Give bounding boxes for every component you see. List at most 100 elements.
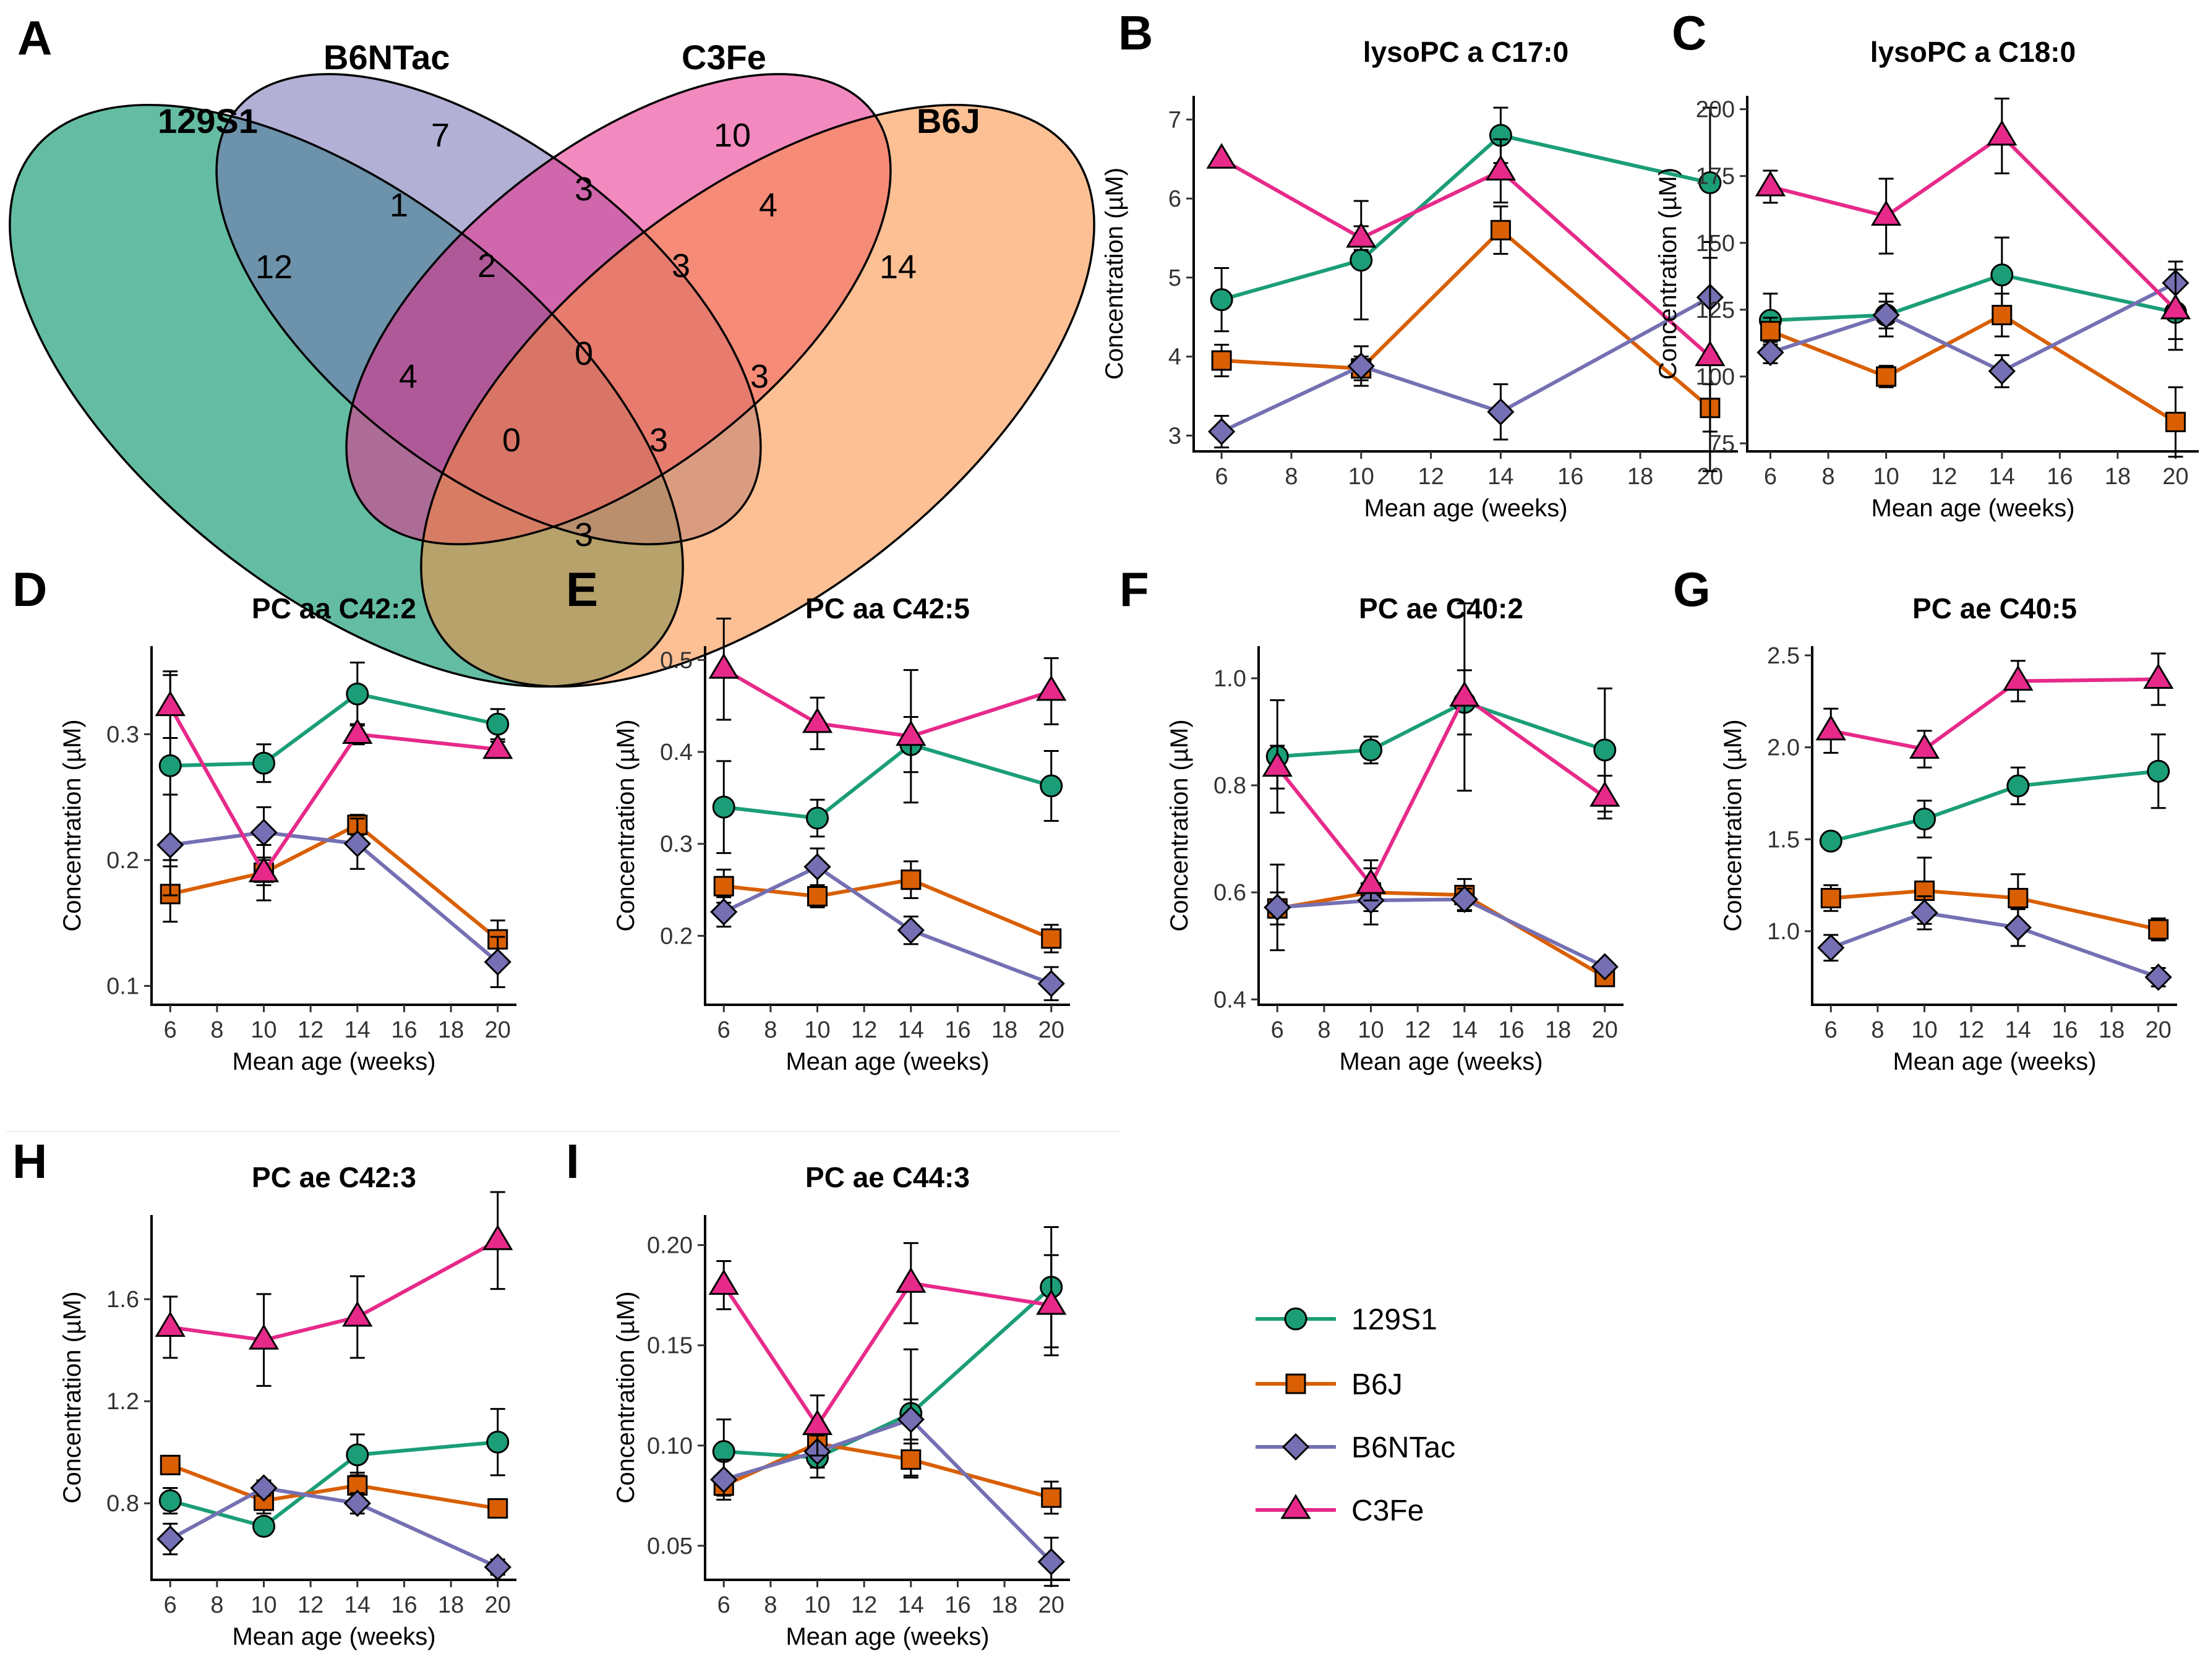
data-point-f-129s1-1 — [1359, 738, 1383, 762]
x-tick-label-e-18: 18 — [991, 1017, 1017, 1043]
series-line-g-129s1 — [1830, 769, 2159, 843]
venn-outlines — [9, 73, 1095, 688]
panel-letter-a: A — [17, 11, 52, 65]
series-i-b6j — [713, 1430, 1062, 1515]
data-point-c-c3fe-1 — [1870, 200, 1902, 226]
data-point-h-129s1-3 — [486, 1430, 510, 1454]
y-tick-label-i-3: 0.20 — [647, 1233, 693, 1259]
venn-diagram: A 129S1 B6NTac C3Fe B6J 12 7 10 14 1 3 4… — [9, 11, 1095, 688]
venn-count-b6ntac-c3fe: 3 — [575, 171, 593, 208]
data-point-b-b6ntac-0 — [1208, 417, 1236, 446]
x-tick-label-f-8: 8 — [1317, 1017, 1330, 1043]
x-tick-label-b-10: 10 — [1348, 464, 1374, 490]
data-point-h-b6j-3 — [487, 1498, 508, 1519]
venn-set-b6j-outline — [420, 104, 1095, 688]
series-h-b6j — [160, 1454, 508, 1519]
series-d-b6j — [160, 814, 508, 960]
series-h-b6ntac — [156, 1474, 511, 1581]
series-line-b-b6j — [1221, 228, 1711, 410]
x-tick-label-b-16: 16 — [1557, 464, 1583, 490]
chart-title-c: lysoPC a C18:0 — [1870, 36, 2076, 68]
data-point-h-b6ntac-2 — [343, 1490, 371, 1517]
data-point-e-c3fe-2 — [896, 720, 926, 746]
data-point-e-c3fe-1 — [802, 707, 833, 733]
y-axis-label-h: Concentration (µM) — [59, 1291, 86, 1503]
panel-letter-f: F — [1119, 562, 1149, 616]
venn-count-129s1-b6ntac: 1 — [390, 187, 408, 224]
series-g-b6ntac — [1817, 895, 2172, 991]
x-axis-label-d: Mean age (weeks) — [232, 1048, 435, 1075]
series-c-b6ntac — [1757, 260, 2189, 388]
chart-panel-h: H PC ae C42:3 6 8 10 12 14 16 18 20 0.8 1.2 1.6 Mean … — [12, 1134, 516, 1650]
y-tick-label-d-0: 0.1 — [106, 973, 139, 999]
data-point-b-c3fe-1 — [1346, 222, 1377, 248]
data-point-c-b6j-3 — [2165, 411, 2186, 432]
data-point-c-b6ntac-2 — [1988, 357, 2016, 385]
data-point-b-b6ntac-2 — [1487, 398, 1515, 426]
x-tick-label-c-16: 16 — [2047, 464, 2073, 490]
venn-set-label-c3fe: C3Fe — [682, 38, 766, 77]
y-axis-label-e: Concentration (µM) — [612, 719, 640, 931]
series-line-b-c3fe — [1220, 157, 1711, 358]
x-tick-label-d-18: 18 — [438, 1017, 464, 1043]
x-tick-label-e-20: 20 — [1038, 1017, 1064, 1043]
data-point-f-b6ntac-0 — [1264, 893, 1291, 921]
data-point-i-c3fe-2 — [896, 1267, 926, 1293]
x-tick-label-h-20: 20 — [485, 1592, 511, 1618]
series-d-b6ntac — [156, 793, 511, 989]
series-i-c3fe — [708, 1242, 1067, 1457]
legend-item-c3fe: C3Fe — [1256, 1494, 1424, 1527]
x-tick-label-g-8: 8 — [1871, 1017, 1884, 1043]
chart-panel-f: F PC ae C40:2 6 8 10 12 14 16 18 20 0.4 0.6 0.8 1.0 Me… — [1119, 562, 1624, 1075]
y-tick-label-c-0: 75 — [1709, 431, 1735, 457]
series-line-c-129s1 — [1770, 273, 2176, 323]
data-point-g-c3fe-3 — [2143, 663, 2174, 689]
series-line-f-b6j — [1277, 890, 1606, 979]
data-point-i-b6ntac-0 — [710, 1465, 738, 1494]
x-tick-label-i-16: 16 — [944, 1592, 970, 1618]
venn-set-label-129s1: 129S1 — [158, 101, 258, 140]
x-tick-label-f-10: 10 — [1358, 1017, 1384, 1043]
data-point-d-c3fe-1 — [248, 856, 280, 882]
y-axis-label-f: Concentration (µM) — [1166, 719, 1193, 931]
series-i-129s1 — [712, 1226, 1063, 1485]
legend-label-129s1: 129S1 — [1351, 1303, 1437, 1336]
series-line-c-b6j — [1769, 313, 2177, 424]
chart-title-f: PC ae C40:2 — [1359, 592, 1523, 625]
data-point-e-b6j-1 — [807, 886, 828, 907]
x-tick-label-i-6: 6 — [717, 1592, 730, 1618]
x-tick-label-c-8: 8 — [1821, 464, 1834, 490]
series-g-129s1 — [1819, 733, 2170, 853]
series-line-e-b6ntac — [722, 864, 1052, 986]
data-point-h-c3fe-2 — [342, 1301, 373, 1327]
legend-label-c3fe: C3Fe — [1351, 1495, 1424, 1527]
data-point-c-c3fe-0 — [1755, 171, 1786, 197]
series-line-d-b6j — [169, 822, 499, 941]
x-tick-label-c-10: 10 — [1873, 464, 1899, 490]
x-tick-label-g-14: 14 — [2005, 1017, 2031, 1043]
series-line-h-c3fe — [169, 1239, 499, 1342]
data-point-h-c3fe-0 — [155, 1311, 186, 1337]
series-line-d-129s1 — [170, 692, 499, 768]
x-tick-label-c-14: 14 — [1989, 464, 2015, 490]
x-axis-label-h: Mean age (weeks) — [232, 1623, 435, 1650]
venn-count-b6ntac-b6j: 3 — [750, 358, 769, 395]
data-point-d-b6ntac-0 — [156, 831, 184, 859]
series-f-c3fe — [1262, 602, 1620, 902]
data-point-b-b6ntac-1 — [1347, 352, 1375, 380]
x-tick-label-f-14: 14 — [1452, 1017, 1478, 1043]
y-tick-label-f-1: 0.6 — [1213, 880, 1246, 906]
y-tick-label-h-2: 1.6 — [106, 1287, 139, 1313]
series-line-e-129s1 — [723, 743, 1052, 821]
series-line-d-c3fe — [168, 706, 499, 875]
chart-title-h: PC ae C42:3 — [252, 1161, 416, 1193]
series-f-b6j — [1267, 859, 1615, 987]
data-point-c-b6ntac-0 — [1757, 338, 1784, 367]
y-tick-label-c-1: 100 — [1696, 364, 1735, 390]
data-point-d-129s1-2 — [346, 682, 369, 706]
x-tick-label-h-18: 18 — [438, 1592, 464, 1618]
series-line-g-b6j — [1831, 889, 2159, 931]
series-c-b6j — [1760, 292, 2186, 458]
venn-set-b6j-fill — [421, 104, 1095, 687]
